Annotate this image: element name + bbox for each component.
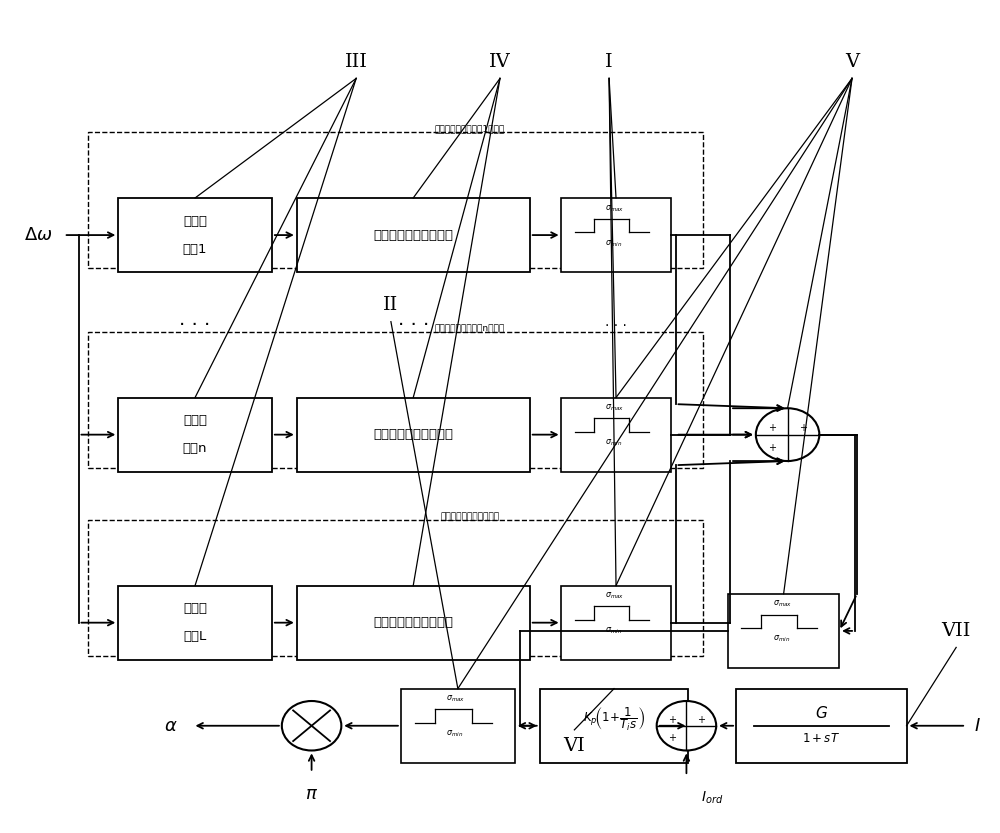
Text: +: + <box>697 715 705 725</box>
Bar <box>88 132 703 268</box>
Circle shape <box>282 701 341 751</box>
Bar <box>540 689 688 763</box>
Text: 抑制次同步振荡模式1的频段: 抑制次同步振荡模式1的频段 <box>435 125 505 133</box>
Text: VII: VII <box>941 622 971 640</box>
Text: $\pi$: $\pi$ <box>305 786 318 803</box>
Text: $1 + sT$: $1 + sT$ <box>802 732 840 746</box>
Bar <box>118 198 272 272</box>
Text: $\sigma_{min}$: $\sigma_{min}$ <box>605 437 622 448</box>
Text: II: II <box>383 297 399 314</box>
Text: $\sigma_{max}$: $\sigma_{max}$ <box>773 599 792 610</box>
Text: III: III <box>345 52 368 71</box>
Text: $I$: $I$ <box>974 716 981 735</box>
Bar <box>118 586 272 660</box>
Circle shape <box>657 701 716 751</box>
Text: $\Delta\omega$: $\Delta\omega$ <box>24 226 53 244</box>
Text: $\sigma_{min}$: $\sigma_{min}$ <box>605 626 622 636</box>
Bar <box>401 689 515 763</box>
Text: 波器L: 波器L <box>183 631 207 643</box>
Text: 带通滤: 带通滤 <box>183 414 207 427</box>
Text: 波器n: 波器n <box>183 442 207 455</box>
Text: · · ·: · · · <box>179 317 211 336</box>
Bar <box>561 586 671 660</box>
Text: $K_p\!\left(1\!+\!\dfrac{1}{T_i s}\right)$: $K_p\!\left(1\!+\!\dfrac{1}{T_i s}\right… <box>583 706 645 733</box>
Text: $\sigma_{max}$: $\sigma_{max}$ <box>446 694 466 705</box>
Text: +: + <box>768 423 776 433</box>
Text: 带通滤: 带通滤 <box>183 602 207 615</box>
Bar <box>561 198 671 272</box>
Text: +: + <box>768 443 776 453</box>
Bar <box>118 397 272 471</box>
Text: $\sigma_{min}$: $\sigma_{min}$ <box>773 634 790 645</box>
Text: 多级线性最优控制设计: 多级线性最优控制设计 <box>373 228 453 242</box>
Bar <box>561 397 671 471</box>
Bar <box>297 397 530 471</box>
Text: · · ·: · · · <box>605 319 627 333</box>
Text: 多级线性最优控制设计: 多级线性最优控制设计 <box>373 616 453 629</box>
Text: 带通滤: 带通滤 <box>183 215 207 227</box>
Text: $\alpha$: $\alpha$ <box>164 716 178 735</box>
Bar <box>297 586 530 660</box>
Text: IV: IV <box>489 52 511 71</box>
Bar <box>297 198 530 272</box>
Text: +: + <box>668 715 676 725</box>
Text: 抑制低频振荡模式的频段: 抑制低频振荡模式的频段 <box>440 512 499 521</box>
Text: +: + <box>668 733 676 743</box>
Text: +: + <box>799 423 807 433</box>
Bar <box>88 332 703 467</box>
Text: $I_{ord}$: $I_{ord}$ <box>701 789 724 806</box>
Text: $\sigma_{max}$: $\sigma_{max}$ <box>605 402 624 413</box>
Text: 多级线性最优控制设计: 多级线性最优控制设计 <box>373 428 453 441</box>
Text: V: V <box>845 52 859 71</box>
Text: · · ·: · · · <box>398 317 429 336</box>
Text: $\sigma_{max}$: $\sigma_{max}$ <box>605 203 624 213</box>
Text: 抑制次同步振荡模式n的频段: 抑制次同步振荡模式n的频段 <box>435 324 505 333</box>
Bar <box>88 520 703 656</box>
Text: I: I <box>605 52 613 71</box>
Text: $G$: $G$ <box>815 705 828 721</box>
Circle shape <box>756 408 819 461</box>
Bar <box>728 594 839 668</box>
Text: VI: VI <box>564 737 585 756</box>
Text: $\sigma_{min}$: $\sigma_{min}$ <box>605 238 622 248</box>
Bar <box>736 689 907 763</box>
Text: $\sigma_{min}$: $\sigma_{min}$ <box>446 729 464 739</box>
Text: 波器1: 波器1 <box>183 242 207 256</box>
Text: $\sigma_{max}$: $\sigma_{max}$ <box>605 591 624 601</box>
